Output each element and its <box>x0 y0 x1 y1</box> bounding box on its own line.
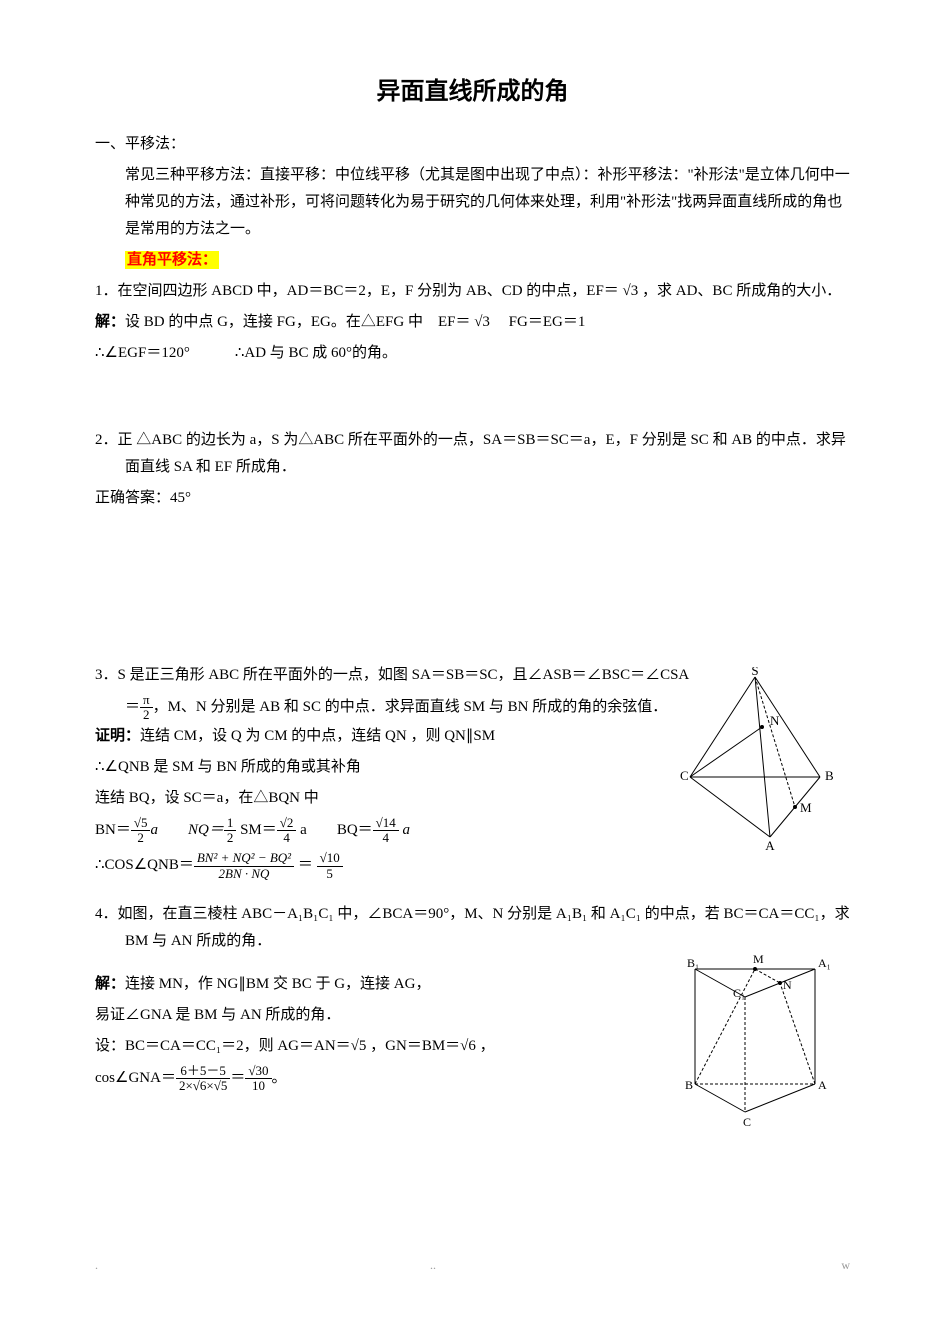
one: 1 <box>224 816 237 831</box>
p4-l2: 易证∠GNA 是 BM 与 AN 所成的角． <box>95 1002 655 1029</box>
cos-pre: ∴COS∠QNB＝ <box>95 858 194 874</box>
problem-3: 3．S 是正三角形 ABC 所在平面外的一点，如图 SA＝SB＝SC，且∠ASB… <box>95 662 850 881</box>
lbl-C: C <box>680 768 689 783</box>
res-den: 5 <box>317 867 343 881</box>
lbl-C1: C₁ <box>733 986 745 1000</box>
p1-sol1: 解：设 BD 的中点 G，连接 FG，EG。在△EFG 中 EF＝ √3 FG＝… <box>95 309 850 336</box>
problem-2: 2．正 △ABC 的边长为 a，S 为△ABC 所在平面外的一点，SA＝SB＝S… <box>95 427 850 512</box>
gna-den: 2×√6×√5 <box>176 1079 230 1093</box>
p2-answer: 正确答案：45° <box>95 485 850 512</box>
lbl-C2: C <box>743 1115 751 1129</box>
lbl-M2: M <box>753 952 764 966</box>
p2-prompt: 2．正 △ABC 的边长为 a，S 为△ABC 所在平面外的一点，SA＝SB＝S… <box>95 427 850 481</box>
cos-num: BN² + NQ² − BQ² <box>194 851 294 866</box>
lbl-A2: A <box>818 1078 827 1092</box>
two-c: 2 <box>224 831 237 845</box>
frac-sqrt14-4: √144 <box>373 816 399 846</box>
p1-prompt: 1．在空间四边形 ABCD 中，AD＝BC＝2，E，F 分别为 AB、CD 的中… <box>95 278 850 305</box>
p3-eq1: BN＝√52a NQ＝12 SM＝√24 a BQ＝√144 a <box>95 816 655 846</box>
frac-sqrt2-4: √24 <box>277 816 297 846</box>
frac-1-2: 12 <box>224 816 237 846</box>
gna-res-den: 10 <box>245 1079 271 1093</box>
p3-l1: 连结 CM，设 Q 为 CM 的中点，连结 QN ，则 QN∥SM <box>140 728 495 744</box>
two: 2 <box>140 708 153 722</box>
four: 4 <box>277 831 297 845</box>
p4-eq: cos∠GNA＝6＋5－52×√6×√5＝√3010。 <box>95 1064 655 1094</box>
frac-gna: 6＋5－52×√6×√5 <box>176 1064 230 1094</box>
p1-sol1-text: 设 BD 的中点 G，连接 FG，EG。在△EFG 中 EF＝ √3 FG＝EG… <box>125 314 585 330</box>
p1-sol2: ∴∠EGF＝120° ∴AD 与 BC 成 60°的角。 <box>95 340 850 367</box>
p4-l1: 解：连接 MN，作 NG∥BM 交 BC 于 G，连接 AG， <box>95 971 655 998</box>
bn-pre: BN＝ <box>95 822 131 838</box>
problem-4: 4．如图，在直三棱柱 ABC－A₁B₁C₁ 中，∠BCA＝90°，M、N 分别是… <box>95 901 850 1094</box>
lbl-M: M <box>800 800 812 815</box>
frac-sqrt5-2: √52 <box>131 816 151 846</box>
p3-l2: ∴∠QNB 是 SM 与 BN 所成的角或其补角 <box>95 754 655 781</box>
two-b: 2 <box>131 831 151 845</box>
frac-cos: BN² + NQ² − BQ²2BN · NQ <box>194 851 294 881</box>
p3-proof-l1: 证明：连结 CM，设 Q 为 CM 的中点，连结 QN ，则 QN∥SM <box>95 723 655 750</box>
cos-den: 2BN · NQ <box>194 867 294 881</box>
period: 。 <box>272 1070 287 1086</box>
sqrt14: √14 <box>373 816 399 831</box>
sol-label-4: 解： <box>95 976 125 992</box>
sqrt2: √2 <box>277 816 297 831</box>
gna-res-num: √30 <box>245 1064 271 1079</box>
p4-l1-text: 连接 MN，作 NG∥BM 交 BC 于 G，连接 AG， <box>125 976 430 992</box>
footer-dot-left: . <box>95 1255 98 1277</box>
frac-result: √105 <box>317 851 343 881</box>
lbl-S: S <box>751 667 758 678</box>
eq1-b: SM＝ <box>236 822 276 838</box>
four-b: 4 <box>373 831 399 845</box>
figure-prism: B₁ M A₁ C₁ N B A C <box>675 949 830 1129</box>
eq-eq: ＝ <box>230 1070 245 1086</box>
proof-label: 证明： <box>95 728 140 744</box>
sqrt5: √5 <box>131 816 151 831</box>
p4-l3: 设：BC＝CA＝CC₁＝2，则 AG＝AN＝√5 ，GN＝BM＝√6 ， <box>95 1033 655 1060</box>
p3-eq2: ∴COS∠QNB＝BN² + NQ² − BQ²2BN · NQ ＝ √105 <box>95 851 655 881</box>
lbl-N: N <box>770 713 780 728</box>
cos-gna-pre: cos∠GNA＝ <box>95 1070 176 1086</box>
ans-value: 45° <box>170 490 191 506</box>
lbl-A1: A₁ <box>818 956 830 970</box>
frac-pi-2: π2 <box>140 693 153 723</box>
res-num: √10 <box>317 851 343 866</box>
p4-prompt: 4．如图，在直三棱柱 ABC－A₁B₁C₁ 中，∠BCA＝90°，M、N 分别是… <box>95 901 850 955</box>
lbl-B: B <box>825 768 834 783</box>
sol-label: 解： <box>95 314 125 330</box>
problem-1: 1．在空间四边形 ABCD 中，AD＝BC＝2，E，F 分别为 AB、CD 的中… <box>95 278 850 367</box>
footer-dot-right: w <box>841 1255 850 1277</box>
eq1-d: a <box>399 822 410 838</box>
highlighted-method: 直角平移法： <box>95 247 850 274</box>
lbl-A: A <box>765 838 775 852</box>
frac-gna-res: √3010 <box>245 1064 271 1094</box>
page-title: 异面直线所成的角 <box>95 70 850 113</box>
footer-dot-mid: .. <box>430 1255 436 1277</box>
eq1-a: a NQ＝ <box>150 822 223 838</box>
p3-prompt-c: ，M、N 分别是 AB 和 SC 的中点．求异面直线 SM 与 BN 所成的角的… <box>153 699 668 715</box>
eq1-c: a BQ＝ <box>296 822 372 838</box>
highlight-text: 直角平移法： <box>125 251 219 269</box>
figure-tetrahedron: S N C B M A <box>670 667 840 852</box>
pi: π <box>140 693 153 708</box>
p3-eq-pre: ＝ <box>125 699 140 715</box>
method-heading: 一、平移法： <box>95 131 850 158</box>
method-intro: 常见三种平移方法：直接平移：中位线平移（尤其是图中出现了中点）：补形平移法："补… <box>95 162 850 243</box>
lbl-B2: B <box>685 1078 693 1092</box>
section-1: 一、平移法： 常见三种平移方法：直接平移：中位线平移（尤其是图中出现了中点）：补… <box>95 131 850 274</box>
lbl-N2: N <box>783 978 792 992</box>
p3-l3: 连结 BQ，设 SC＝a，在△BQN 中 <box>95 785 655 812</box>
ans-label: 正确答案： <box>95 490 170 506</box>
lbl-B1: B₁ <box>687 956 699 970</box>
gna-num: 6＋5－5 <box>176 1064 230 1079</box>
